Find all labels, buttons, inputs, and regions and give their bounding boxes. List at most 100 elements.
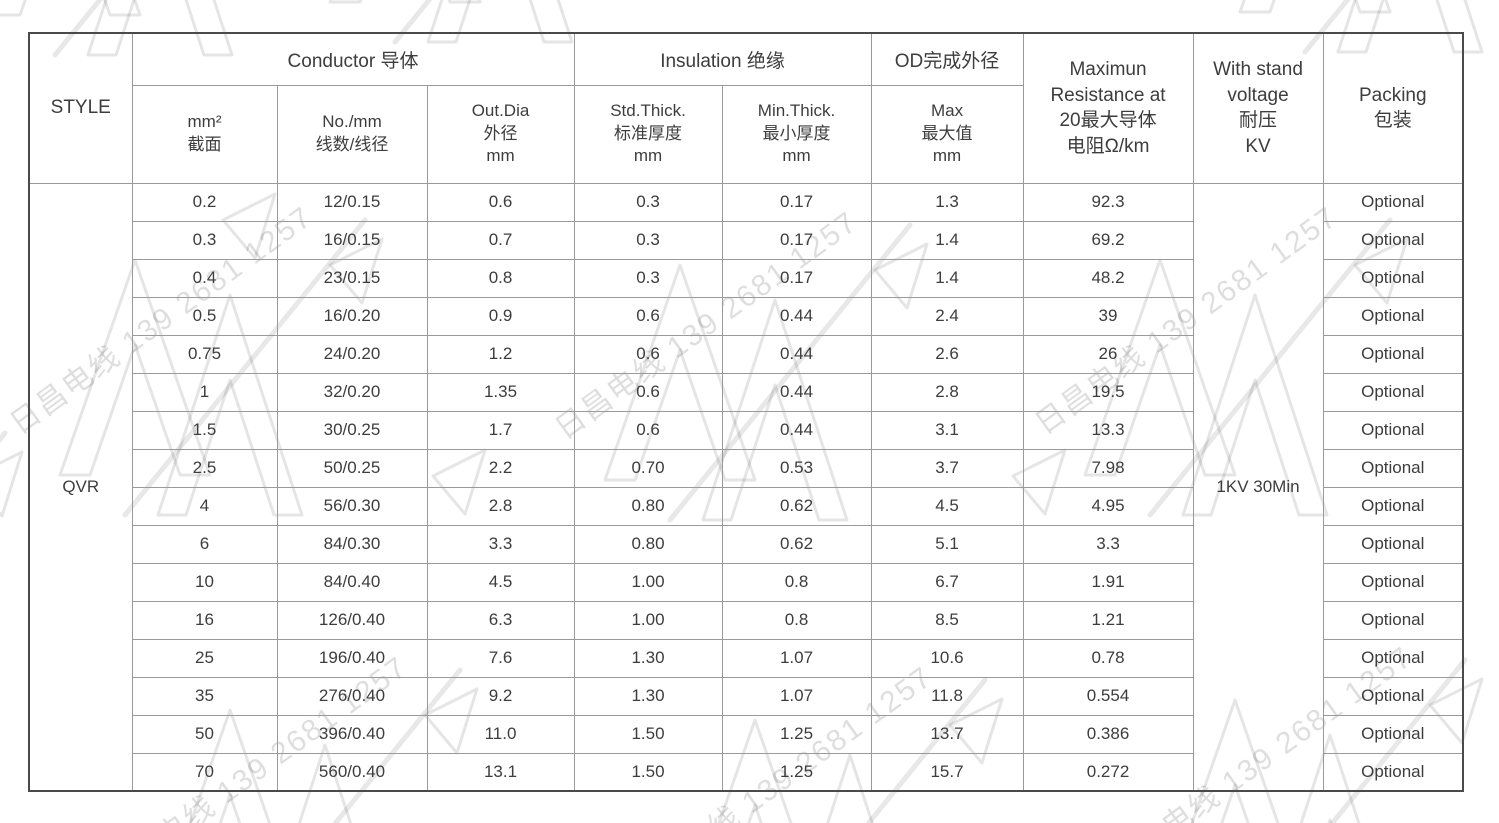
data-cell: 50 (131, 714, 278, 754)
data-cell: 2.5 (131, 448, 278, 488)
data-cell: 0.6 (573, 372, 723, 412)
data-cell: 4.95 (1022, 486, 1194, 526)
data-cell: 50/0.25 (276, 448, 428, 488)
data-cell: 1.7 (426, 410, 575, 450)
packing-cell: Optional (1322, 220, 1464, 260)
data-cell: 1.5 (131, 410, 278, 450)
max-column-header: Max 最大值 mm (870, 84, 1024, 184)
data-cell: 4.5 (870, 486, 1024, 526)
table-row: 0.3 16/0.15 0.7 0.3 0.17 1.4 69.2 Optional (29, 220, 1464, 260)
data-cell: 11.0 (426, 714, 575, 754)
data-cell: 1 (131, 372, 278, 412)
data-cell: 16/0.20 (276, 296, 428, 336)
conductor-group-header: Conductor 导体 (131, 32, 575, 86)
packing-cell: Optional (1322, 600, 1464, 640)
data-cell: 0.6 (573, 296, 723, 336)
data-cell: 7.98 (1022, 448, 1194, 488)
data-cell: 70 (131, 752, 278, 792)
withstand-column-header: With stand voltage 耐压 KV (1192, 32, 1324, 184)
data-cell: 0.53 (721, 448, 872, 488)
data-cell: 1.3 (870, 182, 1024, 222)
data-cell: 0.6 (573, 410, 723, 450)
data-cell: 6 (131, 524, 278, 564)
packing-cell: Optional (1322, 714, 1464, 754)
data-cell: 15.7 (870, 752, 1024, 792)
data-cell: 1.2 (426, 334, 575, 374)
data-cell: 26 (1022, 334, 1194, 374)
data-cell: 4.5 (426, 562, 575, 602)
table-row: 35 276/0.40 9.2 1.30 1.07 11.8 0.554 Optional (29, 676, 1464, 716)
data-cell: 16/0.15 (276, 220, 428, 260)
packing-cell: Optional (1322, 334, 1464, 374)
table-row: 1.5 30/0.25 1.7 0.6 0.44 3.1 13.3 Optional (29, 410, 1464, 450)
data-cell: 0.6 (426, 182, 575, 222)
packing-cell: Optional (1322, 372, 1464, 412)
data-cell: 84/0.30 (276, 524, 428, 564)
packing-cell: Optional (1322, 182, 1464, 222)
out-dia-column-header: Out.Dia 外径 mm (426, 84, 575, 184)
packing-cell: Optional (1322, 486, 1464, 526)
data-cell: 1.30 (573, 638, 723, 678)
data-cell: 1.30 (573, 676, 723, 716)
data-cell: 1.4 (870, 258, 1024, 298)
data-cell: 13.7 (870, 714, 1024, 754)
data-cell: 0.3 (131, 220, 278, 260)
data-cell: 196/0.40 (276, 638, 428, 678)
table-row: 70 560/0.40 13.1 1.50 1.25 15.7 0.272 Optional (29, 752, 1464, 792)
data-cell: 0.3 (573, 258, 723, 298)
wire-spec-table: STYLE Conductor 导体 Insulation 绝缘 OD完成外径 … (28, 32, 1465, 792)
packing-cell: Optional (1322, 410, 1464, 450)
insulation-group-header: Insulation 绝缘 (573, 32, 872, 86)
table-header: STYLE Conductor 导体 Insulation 绝缘 OD完成外径 … (28, 32, 1464, 184)
table-row: 6 84/0.30 3.3 0.80 0.62 5.1 3.3 Optional (29, 524, 1464, 564)
table-row: 0.75 24/0.20 1.2 0.6 0.44 2.6 26 Optional (29, 334, 1464, 374)
data-cell: 276/0.40 (276, 676, 428, 716)
data-cell: 0.3 (573, 182, 723, 222)
data-cell: 0.80 (573, 524, 723, 564)
data-cell: 0.9 (426, 296, 575, 336)
data-cell: 12/0.15 (276, 182, 428, 222)
data-cell: 0.62 (721, 524, 872, 564)
packing-cell: Optional (1322, 752, 1464, 792)
data-cell: 24/0.20 (276, 334, 428, 374)
table-body: QVR 0.2 12/0.15 0.6 0.3 0.17 1.3 92.3 1KV 30Min O… (28, 182, 1464, 792)
data-cell: 0.17 (721, 220, 872, 260)
data-cell: 2.4 (870, 296, 1024, 336)
data-cell: 560/0.40 (276, 752, 428, 792)
data-cell: 3.3 (1022, 524, 1194, 564)
data-cell: 69.2 (1022, 220, 1194, 260)
data-cell: 30/0.25 (276, 410, 428, 450)
data-cell: 0.62 (721, 486, 872, 526)
data-cell: 0.44 (721, 334, 872, 374)
data-cell: 1.25 (721, 752, 872, 792)
header-row-subcolumns: mm² 截面 No./mm 线数/线径 Out.Dia 外径 mm Std.Th… (29, 84, 1463, 184)
data-cell: 6.7 (870, 562, 1024, 602)
table-row: 2.5 50/0.25 2.2 0.70 0.53 3.7 7.98 Optional (29, 448, 1464, 488)
table-row: 1 32/0.20 1.35 0.6 0.44 2.8 19.5 Optional (29, 372, 1464, 412)
data-cell: 3.1 (870, 410, 1024, 450)
packing-column-header: Packing 包装 (1322, 32, 1464, 184)
packing-cell: Optional (1322, 562, 1464, 602)
data-cell: 0.3 (573, 220, 723, 260)
data-cell: 1.00 (573, 562, 723, 602)
data-cell: 4 (131, 486, 278, 526)
mm2-column-header: mm² 截面 (131, 84, 278, 184)
data-cell: 1.21 (1022, 600, 1194, 640)
data-cell: 1.50 (573, 752, 723, 792)
data-cell: 1.07 (721, 676, 872, 716)
data-cell: 2.2 (426, 448, 575, 488)
packing-cell: Optional (1322, 524, 1464, 564)
data-cell: 1.00 (573, 600, 723, 640)
data-cell: 1.35 (426, 372, 575, 412)
data-cell: 56/0.30 (276, 486, 428, 526)
data-cell: 0.2 (131, 182, 278, 222)
packing-cell: Optional (1322, 296, 1464, 336)
data-cell: 0.5 (131, 296, 278, 336)
data-cell: 11.8 (870, 676, 1024, 716)
od-group-header: OD完成外径 (870, 32, 1024, 86)
data-cell: 0.4 (131, 258, 278, 298)
data-cell: 35 (131, 676, 278, 716)
packing-cell: Optional (1322, 258, 1464, 298)
data-cell: 0.6 (573, 334, 723, 374)
